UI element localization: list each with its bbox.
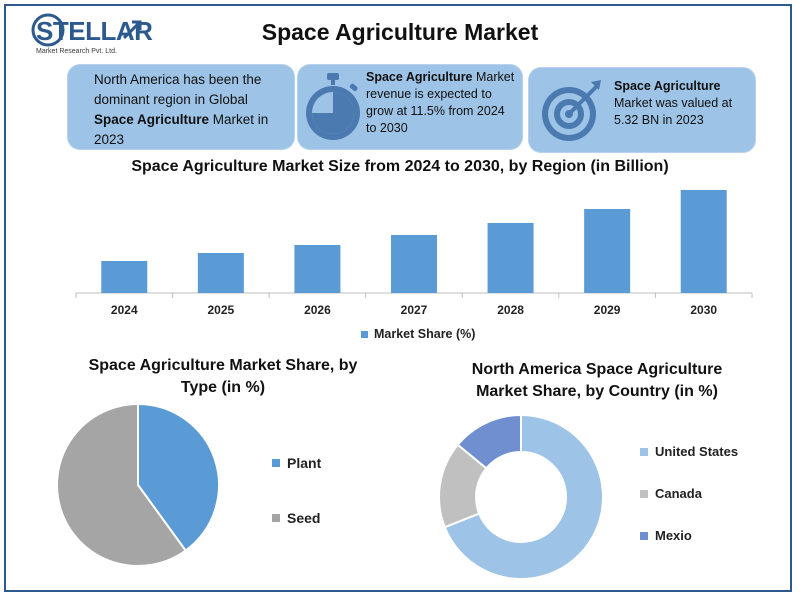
logo-arrow-icon [122,20,142,40]
target-icon [542,80,601,141]
donut-chart-title: North America Space Agriculture Market S… [471,361,723,400]
donut-legend-label: Canada [655,486,702,501]
info-text-bold: Space Agriculture [366,70,473,84]
info-box-region: North America has been the dominant regi… [68,65,294,149]
info-text-post: Market was valued at 5.32 BN in 2023 [614,96,733,127]
bar-chart: 2024 2025 2026 2027 2028 2029 2030 [75,190,753,317]
pie-legend-seed: Seed [272,510,320,526]
info-box-text: Space Agriculture Market revenue is expe… [366,69,516,137]
info-box-text: Space Agriculture Market was valued at 5… [614,78,749,129]
info-box-growth: Space Agriculture Market revenue is expe… [298,65,522,149]
stellar-logo: STELLAR Market Research Pvt. Ltd. [30,8,153,60]
legend-swatch [640,447,648,456]
page-title: Space Agriculture Market [261,19,539,45]
donut-legend-label: United States [655,444,739,459]
info-text-pre: North America has been the dominant regi… [94,72,262,107]
info-text-post: Market revenue is expected to grow at 11… [366,70,515,135]
bar [584,209,631,293]
donut-legend-us: United States [640,444,738,459]
donut-legend-label: Mexio [655,528,692,543]
bar [391,235,437,293]
legend-swatch [272,459,280,467]
bar [197,253,244,293]
pie-legend-plant: Plant [272,455,321,471]
info-box-value: Space Agriculture Market was valued at 5… [529,68,755,152]
bar-chart-title: Space Agriculture Market Size from 2024 … [131,158,669,175]
x-tick-label: 2030 [690,303,717,317]
x-tick-label: 2029 [594,303,621,317]
info-text-bold: Space Agriculture [614,79,721,93]
logo-swoosh-icon [31,13,65,47]
bar [101,261,148,293]
bar [294,245,341,293]
bar-legend-label: Market Share (%) [374,327,476,341]
pie-legend-label: Seed [287,510,321,526]
bar [680,190,727,293]
x-tick-label: 2028 [497,303,524,317]
logo-subtitle: Market Research Pvt. Ltd. [36,48,117,55]
info-text-bold: Space Agriculture [94,112,210,127]
x-tick-label: 2024 [111,303,138,317]
info-text-post: Market in 2023 [94,112,269,147]
stopwatch-icon [306,73,360,140]
legend-swatch [640,489,648,498]
pie-legend-label: Plant [287,455,322,471]
info-box-text: North America has been the dominant regi… [94,70,284,150]
pie-chart-title: Space Agriculture Market Share, by Type … [88,357,358,396]
x-tick-label: 2025 [208,303,235,317]
legend-swatch [272,514,280,522]
bar-legend-item: Market Share (%) [361,327,475,341]
x-tick-label: 2027 [401,303,428,317]
legend-swatch [640,531,648,540]
bar [487,223,534,293]
x-tick-label: 2026 [304,303,331,317]
donut-legend-canada: Canada [640,486,702,501]
legend-swatch [361,330,368,338]
donut-legend-mexico: Mexio [640,528,692,543]
